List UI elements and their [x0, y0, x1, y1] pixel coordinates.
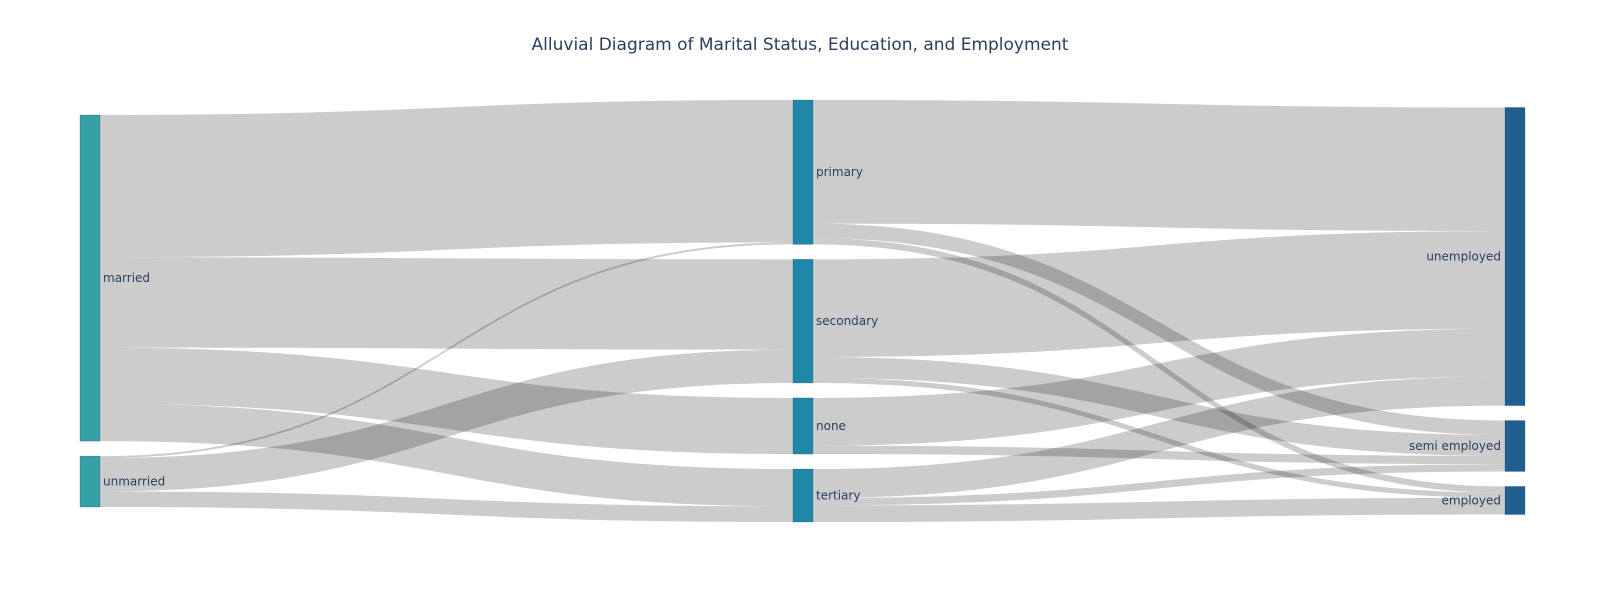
node-label-unmarried: unmarried [103, 475, 165, 489]
node-label-unemployed: unemployed [1426, 250, 1501, 264]
node-employed [1504, 486, 1526, 515]
link-none-to-unemployed [813, 328, 1505, 446]
node-unemployed [1504, 107, 1526, 406]
node-label-secondary: secondary [816, 314, 878, 328]
node-label-semi_employed: semi employed [1409, 439, 1501, 453]
nodes-layer: married unmarried primary secondary none tert… [79, 99, 1526, 523]
link-tertiary-to-unemployed [813, 376, 1505, 499]
link-unmarried-to-tertiary [100, 491, 793, 522]
link-tertiary-to-employed [813, 497, 1505, 522]
link-tertiary-to-semi_employed [813, 464, 1505, 506]
link-none-to-semi_employed [813, 445, 1505, 465]
link-married-to-tertiary [100, 403, 793, 507]
node-primary [792, 99, 814, 245]
node-label-tertiary: tertiary [816, 489, 860, 503]
links-layer [100, 100, 1505, 522]
link-unmarried-to-primary [100, 242, 793, 459]
node-married [79, 114, 101, 442]
link-married-to-primary [100, 100, 793, 258]
node-label-none: none [816, 419, 846, 433]
node-tertiary [792, 468, 814, 523]
link-secondary-to-unemployed [813, 231, 1505, 357]
node-label-primary: primary [816, 165, 863, 179]
node-none [792, 397, 814, 455]
node-unmarried [79, 455, 101, 508]
node-semi_employed [1504, 420, 1526, 472]
node-secondary [792, 259, 814, 384]
node-label-employed: employed [1442, 493, 1501, 507]
link-married-to-none [100, 347, 793, 455]
node-label-married: married [103, 271, 150, 285]
chart-title: Alluvial Diagram of Marital Status, Educ… [532, 35, 1069, 55]
link-unmarried-to-secondary [100, 349, 793, 492]
link-primary-to-unemployed [813, 100, 1505, 232]
link-married-to-secondary [100, 257, 793, 350]
